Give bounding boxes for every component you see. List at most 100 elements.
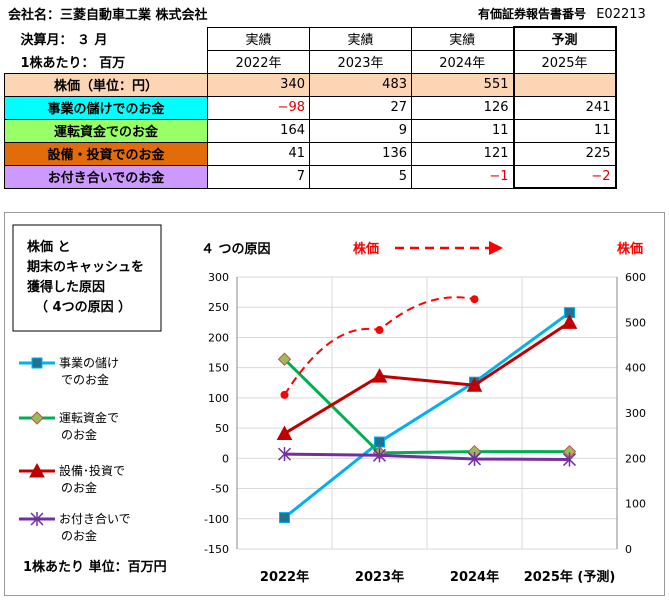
title-text: 期末のキャッシュを (27, 259, 144, 275)
col-head-year: 2025年 (512, 49, 617, 74)
data-point (374, 436, 385, 448)
table-row: 運転資金でのお金 164 9 11 11 (4, 118, 617, 143)
data-point (277, 352, 292, 366)
report-number-label: 有価証券報告書番号 E02213 (478, 5, 646, 22)
legend-marker (31, 357, 43, 369)
right-tick-label: 300 (625, 407, 646, 420)
cell: 27 (309, 95, 412, 120)
legend-label: のお金 (61, 427, 97, 442)
legend-label: 運転資金で (59, 410, 119, 425)
legend-label: でのお金 (61, 372, 109, 387)
cell: 121 (411, 141, 514, 166)
title-text: （ 4つの原因 ） (35, 299, 131, 315)
row-label: お付き合いでのお金 (4, 164, 208, 189)
cell: −1 (411, 164, 514, 189)
col-head-top: 予測 (512, 26, 617, 51)
series-line (283, 311, 571, 519)
cell: 241 (512, 95, 617, 120)
row-label: 設備・投資でのお金 (4, 141, 208, 166)
title-text: 株価 と (27, 239, 71, 255)
cell: 551 (411, 72, 514, 97)
stock-price-point (375, 326, 384, 335)
col-head-top: 実績 (411, 26, 514, 51)
cell: 11 (512, 118, 617, 143)
left-tick-label: 150 (208, 362, 229, 375)
x-tick-label: 2024年 (450, 569, 499, 585)
cell: −2 (512, 164, 617, 189)
right-tick-label: 0 (625, 543, 632, 556)
stock-price-point (470, 295, 479, 304)
col-head-top: 実績 (309, 26, 412, 51)
col-head-year: 2024年 (411, 49, 514, 74)
table-row: 事業の儲けでのお金 −98 27 126 241 (4, 95, 617, 120)
right-tick-label: 600 (625, 271, 646, 284)
data-point (466, 377, 483, 392)
data-point (279, 512, 290, 524)
chart-area: 300 250 200 150 100 50 0 -50 -100 -150 600 500 400 30… (4, 212, 665, 596)
cell (512, 72, 617, 97)
left-tick-label: 0 (222, 452, 229, 465)
table-row: 設備・投資でのお金 41 136 121 225 (4, 141, 617, 166)
cell: 136 (309, 141, 412, 166)
x-tick-label: 2022年 (260, 569, 309, 585)
cell: 340 (207, 72, 310, 97)
legend-label: 設備･投資で (59, 463, 125, 478)
legend-marker (30, 411, 44, 425)
left-tick-label: 50 (215, 422, 229, 435)
right-tick-label: 500 (625, 316, 646, 329)
legend-marker (29, 462, 45, 478)
stock-price-point (280, 390, 289, 399)
data-point (371, 368, 388, 383)
cell: 126 (411, 95, 514, 120)
col-head-year: 2023年 (309, 49, 412, 74)
stock-price-label: 株価 (353, 241, 379, 257)
financial-table: 決算月： ３ 月 実績 実績 実績 予測 1株あたり： 百万 2022年 202… (4, 26, 617, 189)
cell: 11 (411, 118, 514, 143)
row-label: 事業の儲けでのお金 (4, 95, 208, 120)
left-tick-label: 300 (208, 271, 229, 284)
right-tick-label: 400 (625, 362, 646, 375)
col-head-top: 実績 (207, 26, 310, 51)
cell: 5 (309, 164, 412, 189)
left-tick-label: -50 (211, 483, 229, 496)
legend-label: のお金 (61, 528, 97, 543)
legend-arrow-head (489, 241, 503, 255)
data-point (561, 314, 578, 329)
right-tick-label: 200 (625, 452, 646, 465)
cell: −98 (207, 95, 310, 120)
table-row: お付き合いでのお金 7 5 −1 −2 (4, 164, 617, 189)
legend-label: お付き合いで (59, 511, 131, 526)
x-tick-label: 2023年 (355, 569, 404, 585)
series-line (284, 452, 570, 462)
cell: 164 (207, 118, 310, 143)
left-tick-label: 100 (208, 392, 229, 405)
four-causes-label: ４ つの原因 (201, 242, 271, 257)
series-line (283, 321, 571, 435)
chart-svg: 300250200150100500-50-100-15060050040030… (12, 224, 646, 585)
cell: 483 (309, 72, 412, 97)
report-label: 有価証券報告書番号 (478, 7, 587, 21)
left-tick-label: -150 (204, 543, 229, 556)
table-row: 株価（単位：円） 340 483 551 (4, 72, 617, 97)
legend-label: のお金 (61, 480, 97, 495)
legend-label: 事業の儲け (59, 356, 119, 370)
company-name: 会社名：三菱自動車工業 株式会社 (8, 8, 208, 23)
unit-note: 1株あたり 単位：百万円 (23, 559, 167, 575)
left-tick-label: 200 (208, 331, 229, 344)
row-label: 株価（単位：円） (4, 72, 208, 97)
right-tick-label: 100 (625, 498, 646, 511)
col-head-year: 2022年 (207, 49, 310, 74)
left-tick-label: -100 (204, 513, 229, 526)
x-tick-label: 2025年 (予測) (524, 569, 616, 585)
report-code: E02213 (596, 7, 646, 22)
title-box (12, 224, 162, 332)
cell: 225 (512, 141, 617, 166)
title-text: 獲得した原因 (27, 279, 105, 295)
row-label: 運転資金でのお金 (4, 118, 208, 143)
fiscal-month: 決算月： ３ 月 (20, 33, 108, 48)
cell: 41 (207, 141, 310, 166)
data-point (276, 425, 293, 441)
cell: 9 (309, 118, 412, 143)
left-tick-label: 250 (208, 301, 229, 314)
